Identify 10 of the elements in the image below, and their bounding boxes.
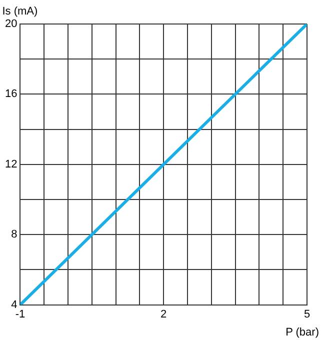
y-tick-label: 4	[11, 298, 18, 311]
y-tick-label: 20	[4, 18, 18, 30]
x-tick-label: 2	[160, 308, 167, 320]
x-tick-label: 5	[304, 308, 310, 320]
x-tick-label: -1	[15, 308, 26, 320]
y-axis-title: Is (mA)	[2, 6, 38, 18]
y-tick-label: 8	[11, 228, 18, 241]
y-tick-label: 12	[4, 158, 18, 170]
y-tick-label: 16	[4, 88, 18, 100]
x-axis-title: P (bar)	[286, 326, 319, 339]
